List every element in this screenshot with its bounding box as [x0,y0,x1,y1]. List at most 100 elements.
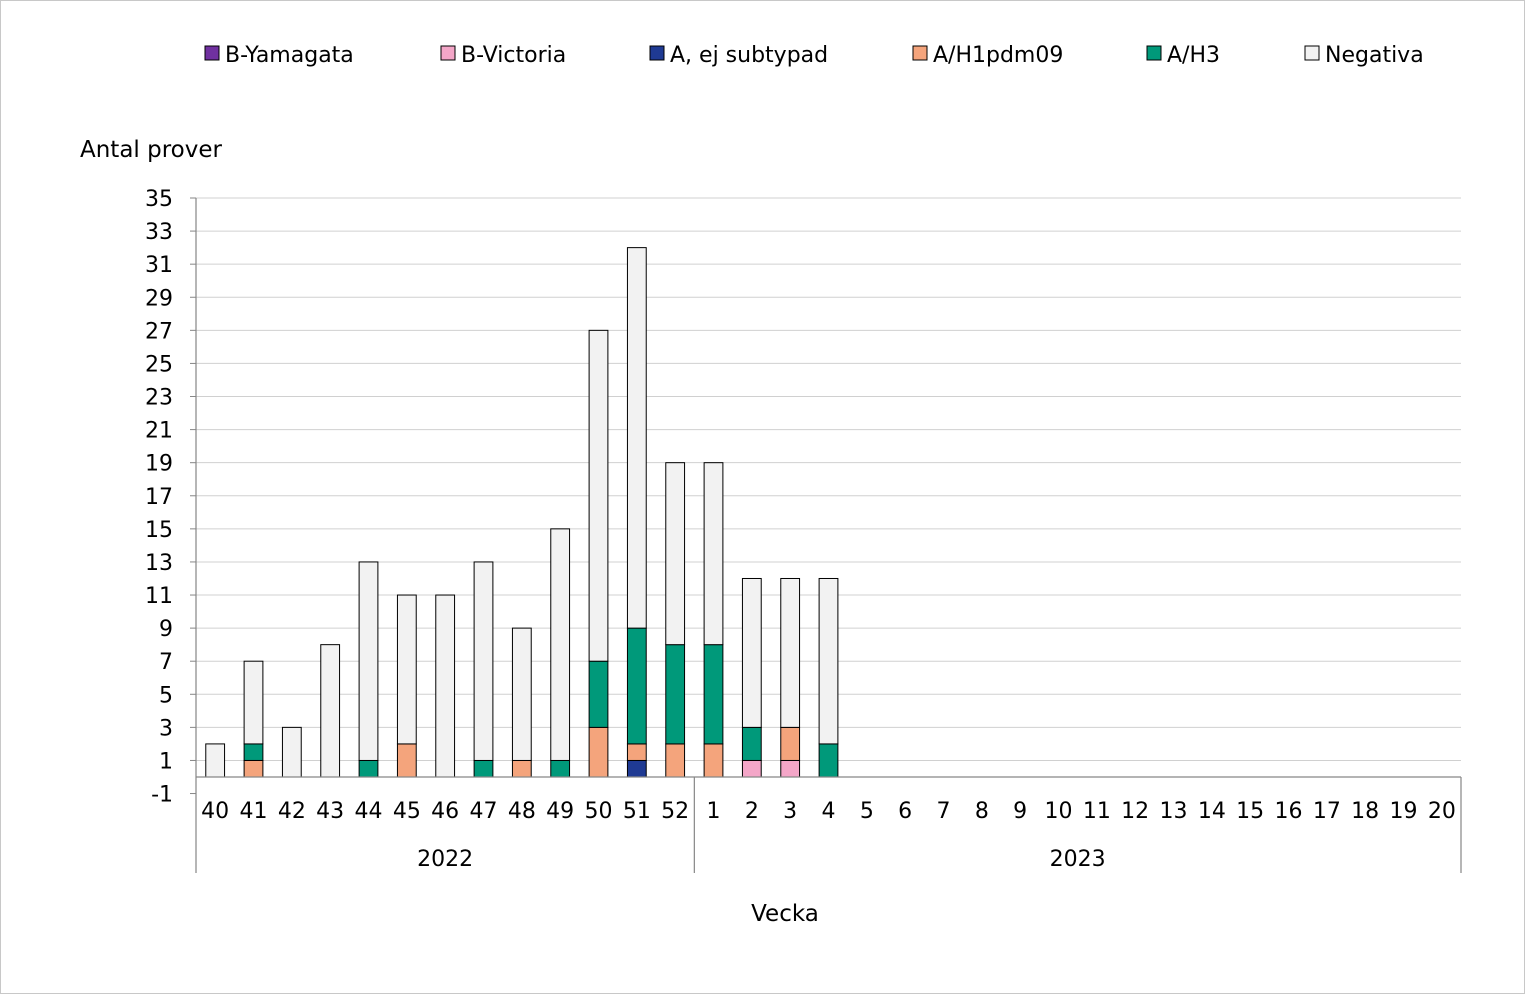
x-tick-label: 51 [623,799,651,824]
x-tick-label: 13 [1160,799,1188,824]
bar-segment [243,759,264,778]
y-tick-label: 33 [145,220,173,245]
bar-segment [205,743,226,778]
legend-label: B-Yamagata [225,43,354,68]
x-tick-label: 50 [585,799,613,824]
x-tick-label: 3 [783,799,797,824]
axes [190,197,1461,873]
y-axis-label: Antal prover [80,137,223,163]
x-tick-label: 7 [937,799,951,824]
y-tick-label: 19 [145,452,173,477]
bar-segment [626,627,647,745]
bar-segment [588,660,609,728]
bar-segment [818,577,839,745]
year-label: 2023 [1050,847,1106,872]
bar-segment [243,660,264,745]
bar-segment [665,644,686,745]
bar-segment [281,726,302,778]
bar-segment [665,743,686,778]
x-tick-label: 20 [1428,799,1456,824]
bar-segment [703,462,724,646]
x-tick-label: 41 [240,799,268,824]
bar-segment [550,759,571,778]
x-tick-label: 52 [661,799,689,824]
y-tick-label: 29 [145,286,173,311]
y-tick-label: -1 [151,783,173,808]
bar-segment [741,726,762,761]
bar-segment [818,743,839,778]
legend-swatch [204,45,220,61]
y-tick-label: 1 [159,749,173,774]
y-tick-label: 23 [145,386,173,411]
bar-segment [358,759,379,778]
bar-segment [780,759,801,778]
bar-segment [626,759,647,778]
bar-segment [396,594,417,745]
x-tick-label: 47 [470,799,498,824]
bar-segment [243,743,264,761]
x-axis-label: Vecka [751,901,819,927]
x-tick-label: 46 [431,799,459,824]
bar-segment [435,594,456,778]
bar-segment [780,726,801,761]
x-tick-label: 11 [1083,799,1111,824]
x-tick-label: 9 [1013,799,1027,824]
bar-segment [626,247,647,629]
bar-segment [588,329,609,662]
bar-segment [703,743,724,778]
x-tick-label: 48 [508,799,536,824]
bars [205,247,839,778]
bar-segment [588,726,609,778]
bar-segment [473,561,494,761]
bar-segment [396,743,417,778]
y-tick-label: 21 [145,419,173,444]
y-tick-label: 25 [145,352,173,377]
bar-segment [741,577,762,728]
legend-swatch [440,45,456,61]
legend-swatch [649,45,665,61]
x-tick-label: 49 [546,799,574,824]
year-groups: 2022 2023 [417,777,1462,873]
x-tick-label: 40 [201,799,229,824]
y-tick-label: 27 [145,319,173,344]
y-tick-label: 15 [145,518,173,543]
x-tick-label: 44 [355,799,383,824]
bar-segment [741,759,762,778]
x-tick-label: 12 [1121,799,1149,824]
legend-label: B-Victoria [461,43,566,68]
legend-label: Negativa [1325,43,1424,68]
legend-label: A/H3 [1167,43,1220,68]
legend: B-Yamagata B-Victoria A, ej subtypad A/H1pd… [204,43,1424,68]
x-tick-label: 15 [1236,799,1264,824]
bar-segment [511,627,532,761]
y-tick-label: 13 [145,551,173,576]
x-tick-label: 5 [860,799,874,824]
y-tick-label: 17 [145,485,173,510]
bar-segment [626,743,647,761]
legend-swatch [912,45,928,61]
y-tick-label: 3 [159,716,173,741]
bar-segment [550,528,571,761]
y-tick-label: 11 [145,584,173,609]
x-tick-label: 19 [1390,799,1418,824]
x-tick-label: 1 [707,799,721,824]
x-tick-label: 4 [822,799,836,824]
y-tick-label: 31 [145,253,173,278]
x-tick-label: 16 [1275,799,1303,824]
gridlines [196,197,1461,761]
bar-segment [358,561,379,761]
x-tick-label: 18 [1351,799,1379,824]
legend-swatch [1304,45,1320,61]
x-axis-ticks: 40 41 42 43 44 45 46 47 48 49 50 51 52 1 2 3 4 5 6 7 8 9 10 11 1… [201,799,1456,824]
x-tick-label: 17 [1313,799,1341,824]
x-tick-label: 6 [898,799,912,824]
year-label: 2022 [417,847,473,872]
x-tick-label: 42 [278,799,306,824]
bar-segment [665,462,686,646]
x-tick-label: 10 [1045,799,1073,824]
x-tick-label: 45 [393,799,421,824]
x-tick-label: 43 [316,799,344,824]
x-tick-label: 8 [975,799,989,824]
